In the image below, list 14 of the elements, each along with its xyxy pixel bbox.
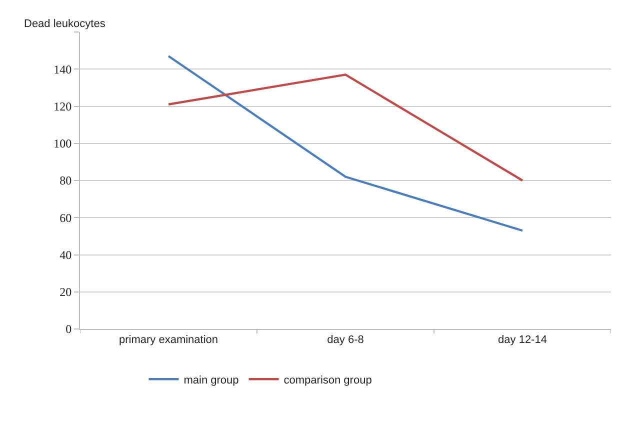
y-tick-label: 100 (54, 136, 72, 151)
x-tick-label: day 6-8 (327, 334, 364, 346)
y-tick-label: 60 (60, 210, 72, 225)
y-tick-label: 120 (54, 99, 72, 114)
legend-label: main group (184, 374, 239, 386)
x-tick-label: primary examination (118, 334, 218, 346)
y-tick-label: 0 (66, 322, 72, 336)
y-axis-title: Dead leukocytes (24, 18, 106, 30)
y-tick-label: 80 (60, 174, 72, 188)
y-tick-label: 20 (60, 285, 72, 300)
x-tick-label: day 12-14 (498, 334, 547, 346)
y-tick-label: 40 (60, 248, 72, 262)
legend-label: comparison group (284, 374, 372, 386)
y-tick-label: 140 (54, 62, 72, 76)
